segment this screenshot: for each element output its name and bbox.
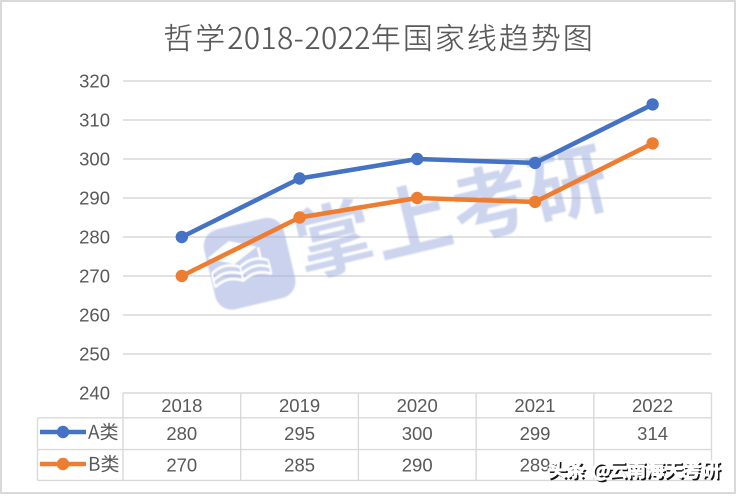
svg-text:2018: 2018 <box>161 395 202 416</box>
svg-text:250: 250 <box>79 344 110 365</box>
svg-text:2021: 2021 <box>514 395 555 416</box>
svg-text:2020: 2020 <box>397 395 438 416</box>
svg-text:320: 320 <box>79 71 110 92</box>
svg-text:314: 314 <box>637 423 668 444</box>
svg-text:290: 290 <box>402 455 433 476</box>
svg-text:270: 270 <box>166 455 197 476</box>
svg-text:289: 289 <box>520 455 551 476</box>
svg-text:310: 310 <box>79 110 110 131</box>
svg-text:300: 300 <box>402 423 433 444</box>
svg-text:300: 300 <box>79 149 110 170</box>
svg-text:280: 280 <box>166 423 197 444</box>
svg-text:299: 299 <box>520 423 551 444</box>
svg-text:2019: 2019 <box>279 395 320 416</box>
svg-text:295: 295 <box>284 423 315 444</box>
svg-text:240: 240 <box>79 383 110 404</box>
svg-text:280: 280 <box>79 227 110 248</box>
svg-text:2022: 2022 <box>632 395 673 416</box>
svg-text:260: 260 <box>79 305 110 326</box>
svg-text:285: 285 <box>284 455 315 476</box>
svg-text:270: 270 <box>79 266 110 287</box>
svg-text:290: 290 <box>79 188 110 209</box>
